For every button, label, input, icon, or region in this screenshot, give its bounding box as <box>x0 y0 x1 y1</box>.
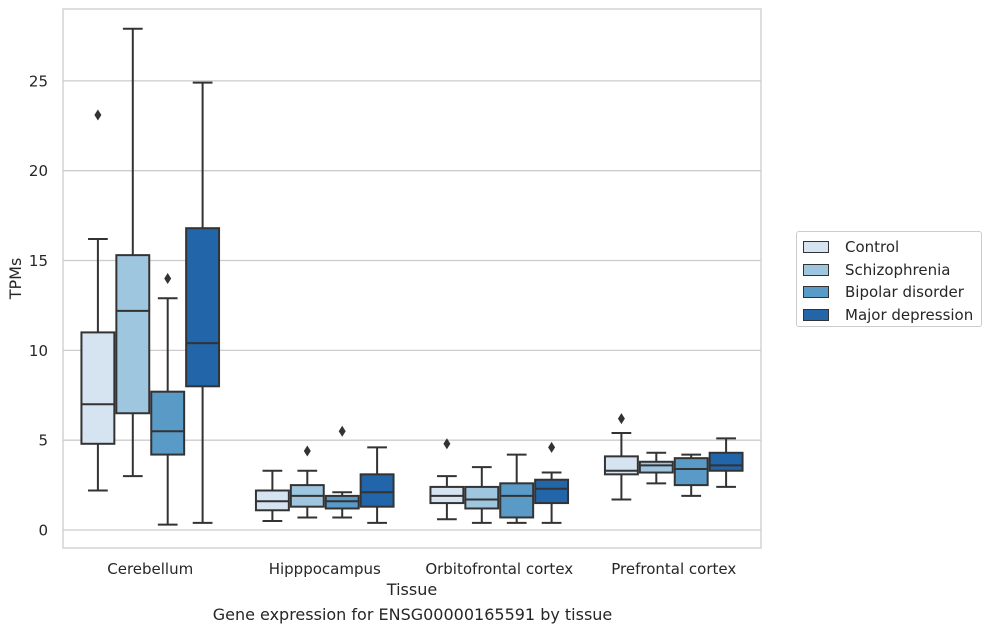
outlier-point <box>548 441 556 453</box>
legend-swatch-bipolar-disorder <box>803 286 829 299</box>
box-2-3 <box>534 441 570 524</box>
box-iqr <box>708 451 744 472</box>
outlier-point <box>303 445 311 457</box>
box-2-2 <box>499 453 535 524</box>
outlier-point <box>94 109 102 121</box>
legend-item-bipolar-disorder: Bipolar disorder <box>803 281 981 304</box>
box-0-3 <box>185 81 221 524</box>
box-3-2 <box>673 453 709 497</box>
legend: Control Schizophrenia Bipolar disorder M… <box>796 231 982 327</box>
legend-item-major-depression: Major depression <box>803 304 981 327</box>
box-0-0 <box>80 109 116 492</box>
legend-item-schizophrenia: Schizophrenia <box>803 259 981 282</box>
y-axis-label: TPMs <box>6 258 25 301</box>
box-1-2 <box>324 425 360 519</box>
y-tick-label: 15 <box>29 252 48 270</box>
figure-caption: Gene expression for ENSG00000165591 by t… <box>212 605 613 624</box>
outlier-point <box>338 425 346 437</box>
box-iqr <box>185 227 221 388</box>
box-iqr <box>673 457 709 487</box>
box-iqr <box>115 254 151 415</box>
box-3-1 <box>638 451 674 485</box>
boxes <box>80 27 744 526</box>
plot-frame <box>62 8 762 549</box>
x-tick-label: Cerebellum <box>107 560 193 578</box>
box-1-3 <box>359 446 395 524</box>
box-iqr <box>80 331 116 445</box>
outlier-point <box>443 438 451 450</box>
axis-ticks: 0 5 10 15 20 25 Cerebellum Hipppocampus Orbitofr… <box>29 72 736 578</box>
box-2-0 <box>429 438 465 521</box>
box-iqr <box>464 485 500 510</box>
box-iqr <box>534 478 570 505</box>
x-tick-label: Hipppocampus <box>269 560 381 578</box>
y-tick-label: 5 <box>38 432 48 450</box>
legend-label-major-depression: Major depression <box>845 305 974 324</box>
box-iqr <box>499 482 535 519</box>
legend-item-control: Control <box>803 236 981 259</box>
outlier-point <box>164 273 172 284</box>
box-1-1 <box>289 445 325 519</box>
outlier-point <box>617 413 625 425</box>
legend-swatch-major-depression <box>803 308 829 321</box>
x-tick-label: Prefrontal cortex <box>611 560 736 578</box>
x-tick-label: Orbitofrontal cortex <box>425 560 573 578</box>
box-iqr <box>359 473 395 508</box>
legend-label-schizophrenia: Schizophrenia <box>845 260 951 279</box>
legend-label-control: Control <box>845 238 900 257</box>
legend-label-bipolar-disorder: Bipolar disorder <box>845 283 964 302</box>
y-tick-label: 25 <box>29 72 48 90</box>
box-3-3 <box>708 437 744 488</box>
box-iqr <box>150 390 186 456</box>
box-0-2 <box>150 273 186 526</box>
box-0-1 <box>115 27 151 478</box>
box-2-1 <box>464 466 500 524</box>
legend-swatch-control <box>803 241 829 254</box>
y-tick-label: 20 <box>29 162 48 180</box>
x-axis-label: Tissue <box>386 580 437 599</box>
box-1-0 <box>254 469 290 523</box>
legend-swatch-schizophrenia <box>803 263 829 276</box>
box-iqr <box>638 460 674 474</box>
y-tick-label: 10 <box>29 342 48 360</box>
box-3-0 <box>603 413 639 501</box>
y-tick-label: 0 <box>38 522 48 540</box>
